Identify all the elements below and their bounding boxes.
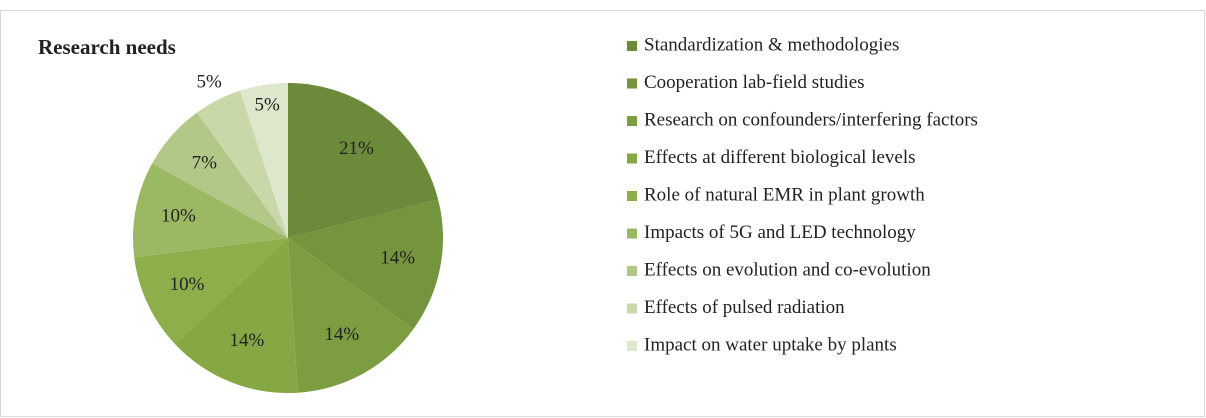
pie-slice	[134, 238, 288, 345]
legend-label: Effects on evolution and co-evolution	[644, 259, 931, 280]
legend-swatch	[627, 191, 637, 201]
legend-swatch	[627, 78, 637, 89]
slice-label: 14%	[324, 324, 359, 345]
legend-swatch	[627, 153, 637, 164]
legend-label: Research on confounders/interfering fact…	[644, 109, 978, 130]
frame	[0, 10, 1205, 417]
legend-swatch	[627, 266, 637, 276]
slice-label: 7%	[192, 153, 218, 174]
legend-label: Effects of pulsed radiation	[644, 297, 845, 318]
legend-label: Cooperation lab-field studies	[644, 72, 865, 93]
legend-label: Standardization & methodologies	[644, 34, 899, 55]
pie-slice	[196, 90, 288, 238]
legend-label: Impact on water uptake by plants	[644, 334, 897, 355]
slice-label: 5%	[197, 72, 223, 93]
pie-slice	[175, 238, 298, 394]
pie-slice	[133, 163, 288, 258]
slice-label: 5%	[254, 95, 280, 116]
pie-slice	[288, 199, 443, 330]
legend-swatch	[627, 341, 637, 351]
slice-label: 21%	[339, 138, 374, 159]
pie-slice	[152, 112, 288, 238]
legend-swatch	[627, 41, 637, 51]
slice-label: 10%	[161, 205, 196, 226]
legend-label: Effects at different biological levels	[644, 147, 916, 168]
chart-title: Research needs	[38, 35, 176, 59]
pie-slice	[288, 238, 414, 393]
legend-swatch	[627, 303, 637, 314]
legend-label: Role of natural EMR in plant growth	[644, 184, 925, 205]
legend-swatch	[627, 228, 637, 239]
slice-label: 10%	[170, 274, 205, 295]
legend-label: Impacts of 5G and LED technology	[644, 222, 916, 243]
legend-swatch	[627, 116, 637, 126]
slice-label: 14%	[230, 330, 265, 351]
slice-label: 14%	[380, 247, 415, 268]
pie-slice	[240, 83, 288, 238]
pie-slice	[288, 83, 439, 238]
